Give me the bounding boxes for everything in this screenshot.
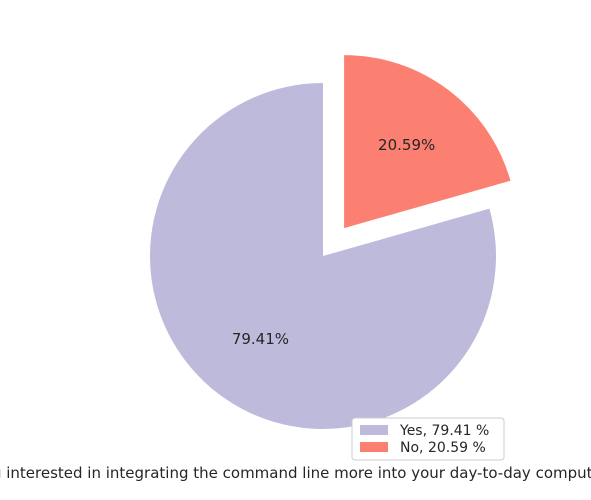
legend: Yes, 79.41 % No, 20.59 % — [351, 417, 505, 461]
pie-slice-yes — [150, 83, 497, 429]
legend-frame — [351, 417, 505, 461]
pie-label-yes: 79.41% — [232, 330, 289, 348]
pie-label-no: 20.59% — [378, 136, 435, 154]
x-axis-label: Are you interested in integrating the co… — [0, 464, 591, 482]
legend-label-no: No, 20.59 % — [400, 440, 486, 456]
legend-swatch-yes — [360, 425, 388, 435]
legend-swatch-no — [360, 442, 388, 452]
pie-slice-no — [344, 55, 511, 229]
pie-labels: 79.41% 20.59% — [232, 136, 435, 348]
pie-slices — [150, 55, 511, 429]
legend-label-yes: Yes, 79.41 % — [399, 423, 489, 439]
